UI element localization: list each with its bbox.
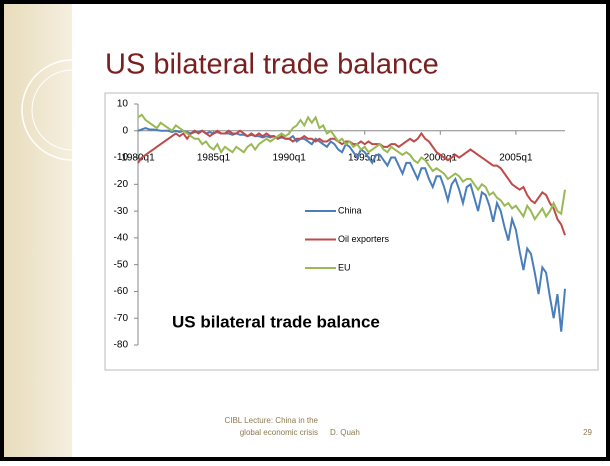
footer: CIBL Lecture: China in the [224,416,318,425]
x-tick-label: 1990q1 [272,152,306,163]
footer: global economic crisis [240,428,318,437]
y-tick-label: 0 [122,125,128,136]
plot: -80 -70 -60 -50 -40 -30 -20 -10 0 10 1980q1 1985q1 1… [114,99,566,351]
x-tick-label: 1995q1 [348,152,382,163]
slide-title: US bilateral trade balance [105,49,439,81]
legend-label: China [338,205,362,215]
page-number: 29 [583,428,592,437]
y-tick-label: -60 [114,286,129,297]
series-line [137,127,566,332]
x-tick-label: 1980q1 [121,152,155,163]
legend-label: EU [338,262,351,272]
legend-label: Oil exporters [338,234,390,244]
series-line [137,113,566,222]
x-tick-label: 2000q1 [424,152,458,163]
y-tick-label: -10 [114,152,129,163]
y-tick-label: 10 [117,99,129,110]
y-tick-label: -80 [114,340,129,351]
x-tick-label: 1985q1 [197,152,231,163]
footer: D. Quah [330,428,360,437]
y-tick-label: -20 [114,179,129,190]
y-tick-label: -50 [114,259,129,270]
y-tick-label: -30 [114,206,129,217]
y-tick-label: -40 [114,233,129,244]
x-tick-label: 2005q1 [499,152,533,163]
annotation: US bilateral trade balance [172,312,380,331]
y-tick-label: -70 [114,313,129,324]
side-strip [4,4,72,457]
